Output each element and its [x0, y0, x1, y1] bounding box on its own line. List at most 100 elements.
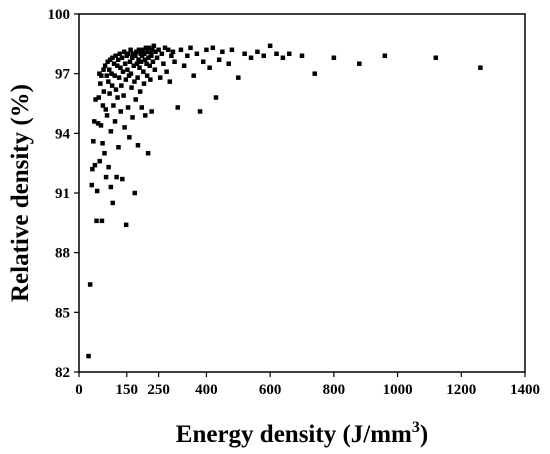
data-point — [153, 49, 158, 55]
data-point — [120, 176, 125, 182]
data-point — [188, 45, 193, 51]
data-point — [147, 63, 152, 68]
data-point — [113, 87, 119, 92]
data-point — [122, 61, 128, 66]
data-point — [382, 53, 388, 59]
data-point — [119, 83, 124, 88]
data-point — [101, 89, 107, 94]
x-axis-title-superscript: 3 — [412, 419, 420, 436]
data-point — [115, 95, 120, 100]
data-point — [104, 113, 110, 118]
data-point — [125, 105, 131, 110]
data-point — [146, 55, 151, 61]
data-point — [194, 51, 200, 57]
data-point — [96, 95, 101, 100]
data-point — [116, 75, 122, 80]
data-point — [92, 162, 98, 168]
data-point — [148, 77, 153, 82]
data-point — [129, 85, 134, 90]
data-point — [94, 188, 100, 194]
data-point — [110, 200, 116, 206]
x-axis-ticks: 0 150 250 400 600 800 1000 1200 1400 — [75, 372, 540, 398]
data-point — [107, 67, 112, 72]
y-axis-title: Relative density (%) — [7, 84, 34, 302]
plot-frame — [78, 13, 526, 373]
data-point — [164, 69, 169, 74]
data-point — [106, 164, 111, 170]
data-point — [185, 53, 190, 59]
data-point — [137, 89, 143, 94]
data-point — [118, 65, 123, 70]
data-point — [136, 47, 142, 53]
data-point — [172, 59, 177, 64]
data-point — [433, 55, 439, 61]
y-tick-label: 97 — [55, 67, 71, 83]
data-point — [478, 65, 483, 70]
data-point — [134, 61, 140, 66]
x-axis-title-suffix: ) — [420, 421, 428, 448]
x-tick-label: 1400 — [510, 382, 540, 398]
data-point — [105, 59, 110, 64]
data-point — [132, 79, 137, 84]
data-point — [159, 51, 165, 57]
data-point — [331, 55, 337, 61]
scatter-points — [86, 43, 483, 359]
data-point — [156, 47, 161, 53]
data-point — [248, 55, 254, 61]
data-point — [103, 174, 109, 180]
data-point — [287, 51, 292, 57]
x-tick-label: 250 — [147, 382, 170, 398]
data-point — [128, 71, 134, 76]
x-tick-label: 1200 — [446, 382, 476, 398]
data-point — [144, 73, 150, 78]
data-point — [226, 61, 231, 66]
data-point — [145, 150, 151, 156]
data-point — [98, 81, 103, 86]
data-point — [191, 73, 196, 78]
y-tick-label: 88 — [55, 246, 70, 262]
data-point — [101, 67, 106, 72]
data-point — [102, 150, 107, 156]
data-point — [299, 53, 305, 59]
data-point — [135, 143, 141, 148]
data-point — [280, 55, 286, 61]
data-point — [142, 57, 148, 62]
data-point — [127, 135, 132, 140]
data-point — [216, 57, 222, 62]
data-point — [137, 65, 142, 70]
data-point — [229, 47, 235, 53]
data-point — [133, 97, 138, 102]
data-point — [108, 184, 114, 190]
data-point — [123, 222, 129, 228]
y-tick-label: 94 — [55, 126, 71, 142]
data-point — [104, 73, 109, 78]
data-point — [136, 57, 141, 62]
data-point — [167, 79, 173, 84]
data-point — [175, 105, 181, 110]
data-point — [95, 121, 101, 126]
data-point — [149, 109, 154, 114]
y-tick-label: 100 — [48, 7, 71, 23]
data-point — [312, 71, 317, 76]
data-point — [106, 79, 111, 84]
data-point — [151, 43, 157, 49]
data-point — [181, 63, 187, 68]
data-point — [141, 81, 147, 86]
data-point — [109, 71, 114, 76]
data-point — [120, 69, 126, 74]
data-point — [117, 51, 123, 57]
data-point — [116, 145, 121, 150]
data-point — [112, 119, 118, 124]
data-point — [100, 103, 106, 108]
data-point — [169, 53, 174, 59]
data-point — [210, 45, 216, 51]
data-point — [118, 109, 123, 114]
data-point — [125, 67, 130, 72]
data-point — [150, 59, 156, 64]
data-point — [236, 75, 241, 80]
data-point — [103, 107, 109, 112]
data-point — [122, 125, 127, 130]
data-point — [242, 51, 247, 57]
data-point — [178, 47, 184, 53]
